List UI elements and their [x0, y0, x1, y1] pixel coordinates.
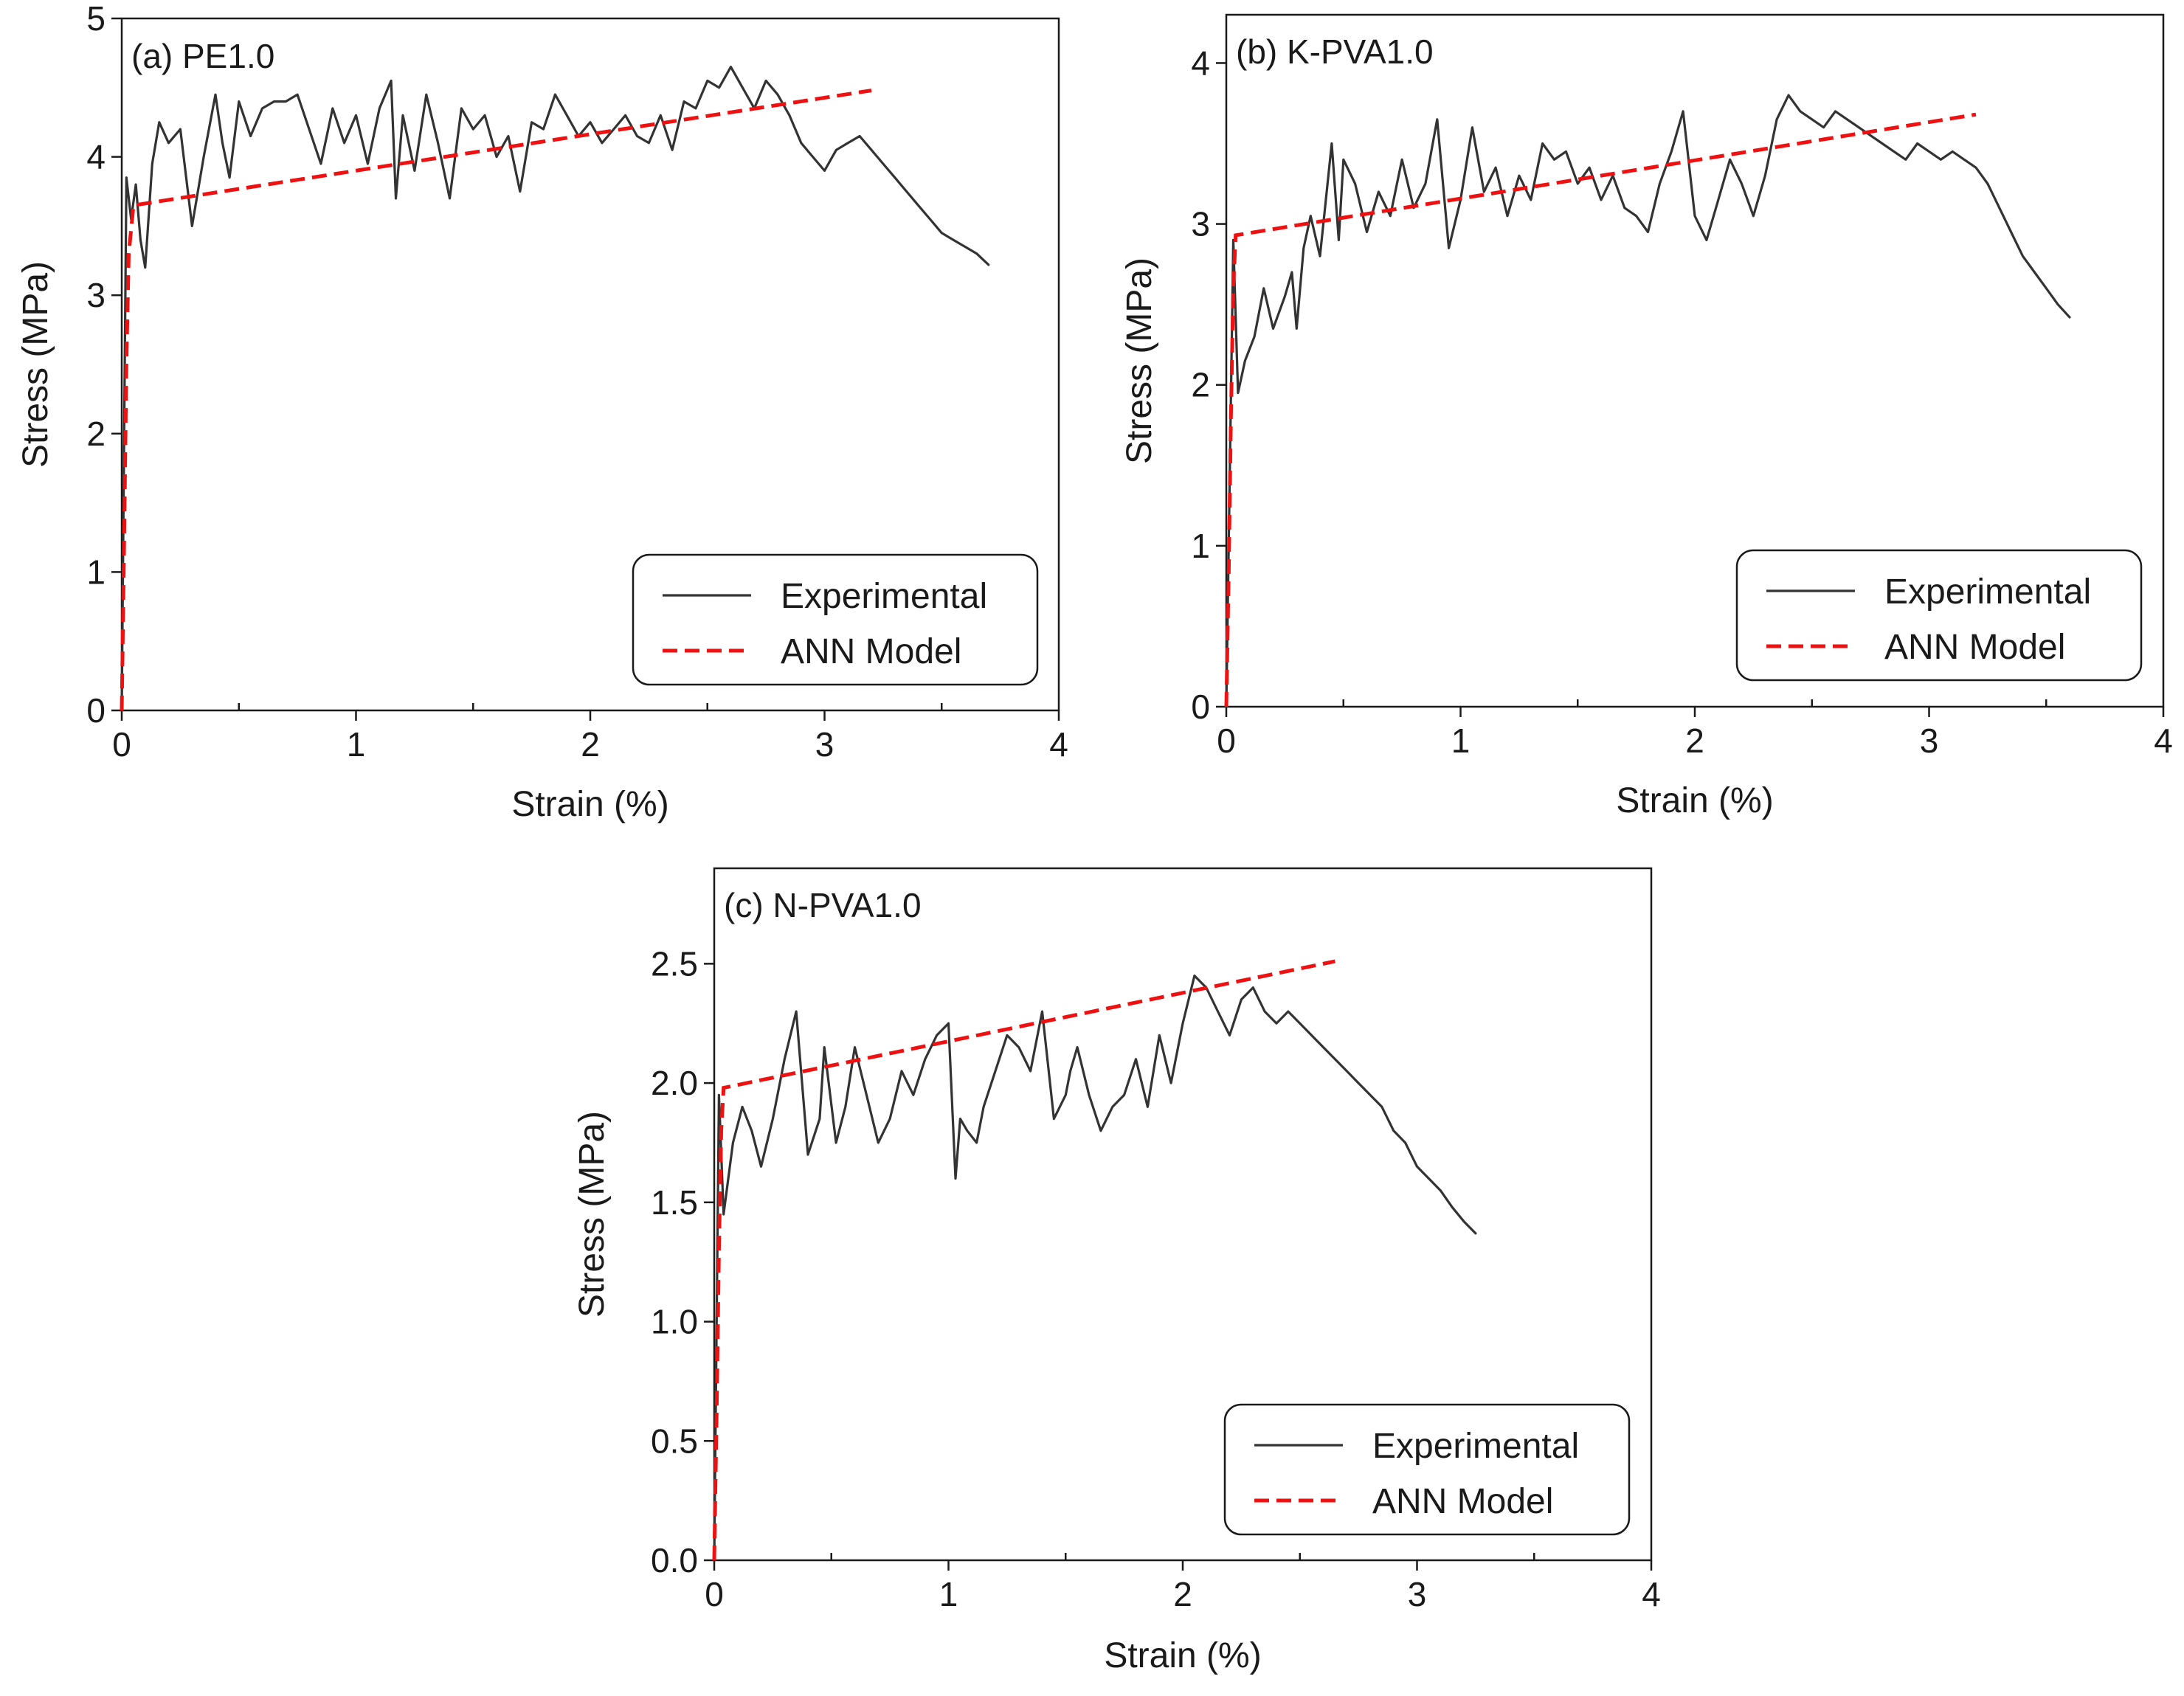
y-tick-label: 2	[86, 415, 106, 453]
legend-label-ann-model: ANN Model	[1884, 628, 2065, 667]
y-tick-label: 0.5	[651, 1422, 698, 1460]
series-line-ann-model	[712, 959, 1335, 1561]
panel-title: (b) K-PVA1.0	[1236, 32, 1434, 71]
legend-label-experimental: Experimental	[1884, 572, 2091, 612]
y-tick-label: 2.5	[651, 944, 698, 983]
series-line-ann-model	[1224, 112, 1977, 707]
legend-label-experimental: Experimental	[1372, 1427, 1579, 1466]
legend-label-ann-model: ANN Model	[781, 632, 961, 671]
y-axis-ticks: 0 1 2 3 4 5	[86, 0, 122, 730]
x-tick-label: 1	[939, 1575, 958, 1613]
y-tick-label: 0.0	[651, 1541, 698, 1579]
panel-title: (a) PE1.0	[131, 37, 274, 75]
legend: Experimental ANN Model	[1735, 549, 2143, 682]
y-tick-label: 1	[86, 553, 106, 591]
x-tick-label: 2	[1173, 1575, 1192, 1613]
series-line-experimental	[120, 66, 990, 712]
x-tick-label: 2	[1685, 721, 1704, 760]
y-axis-ticks: 0 1 2 3 4	[1191, 44, 1226, 726]
y-axis-ticks: 0.0 0.5 1.0 1.5 2.0 2.5	[651, 944, 714, 1579]
y-tick-label: 3	[1191, 205, 1210, 243]
x-tick-label: 3	[1408, 1575, 1427, 1613]
series-layer	[120, 66, 990, 712]
y-tick-label: 4	[1191, 44, 1210, 82]
x-tick-label: 3	[815, 725, 834, 764]
y-axis-label: Stress (MPa)	[16, 261, 55, 468]
x-axis-ticks: 0 1 2 3 4	[112, 703, 1068, 764]
x-axis-ticks: 0 1 2 3 4	[705, 1553, 1661, 1613]
x-axis-label: Strain (%)	[1616, 781, 1773, 820]
x-tick-label: 4	[2154, 721, 2173, 760]
series-layer	[1224, 94, 2071, 708]
panel-b-k-pva1-0: 0 1 2 3 4 0 1 2 3 4 (b) K-PVA1.0 Strain (%) Stre…	[1120, 13, 2173, 820]
y-tick-label: 1.5	[651, 1183, 698, 1222]
x-tick-label: 0	[112, 725, 131, 764]
x-tick-label: 3	[1920, 721, 1939, 760]
x-axis-label: Strain (%)	[511, 785, 668, 824]
panel-c-n-pva1-0: 0 1 2 3 4 0.0 0.5 1.0 1.5 2.0 2.5 (c) N-PVA1.0 St…	[573, 867, 1661, 1675]
panel-a-pe1-0: 0 1 2 3 4 0 1 2 3 4 5 (a) PE1.0 Strain (%) Stress…	[16, 0, 1068, 824]
x-axis-label: Strain (%)	[1104, 1636, 1261, 1675]
y-tick-label: 2	[1191, 366, 1210, 404]
x-tick-label: 4	[1642, 1575, 1661, 1613]
legend: Experimental ANN Model	[632, 553, 1039, 686]
x-tick-label: 2	[581, 725, 600, 764]
x-tick-label: 0	[705, 1575, 724, 1613]
x-axis-ticks: 0 1 2 3 4	[1217, 699, 2173, 760]
x-tick-label: 0	[1217, 721, 1236, 760]
y-axis-label: Stress (MPa)	[573, 1111, 612, 1318]
x-tick-label: 1	[1451, 721, 1471, 760]
y-tick-label: 4	[86, 138, 106, 176]
series-line-experimental	[1225, 94, 2071, 708]
series-layer	[712, 959, 1477, 1562]
legend-label-experimental: Experimental	[781, 577, 987, 616]
x-tick-label: 1	[347, 725, 366, 764]
panel-title: (c) N-PVA1.0	[724, 886, 922, 924]
legend-label-ann-model: ANN Model	[1372, 1482, 1553, 1521]
y-tick-label: 5	[86, 0, 106, 38]
y-axis-label: Stress (MPa)	[1120, 257, 1159, 464]
y-tick-label: 0	[1191, 688, 1210, 726]
y-tick-label: 0	[86, 691, 106, 730]
x-tick-label: 4	[1049, 725, 1068, 764]
y-tick-label: 1.0	[651, 1303, 698, 1341]
series-line-experimental	[713, 974, 1477, 1562]
y-tick-label: 1	[1191, 527, 1210, 565]
y-tick-label: 3	[86, 276, 106, 314]
legend: Experimental ANN Model	[1223, 1403, 1631, 1536]
series-line-ann-model	[120, 89, 872, 711]
y-tick-label: 2.0	[651, 1064, 698, 1102]
